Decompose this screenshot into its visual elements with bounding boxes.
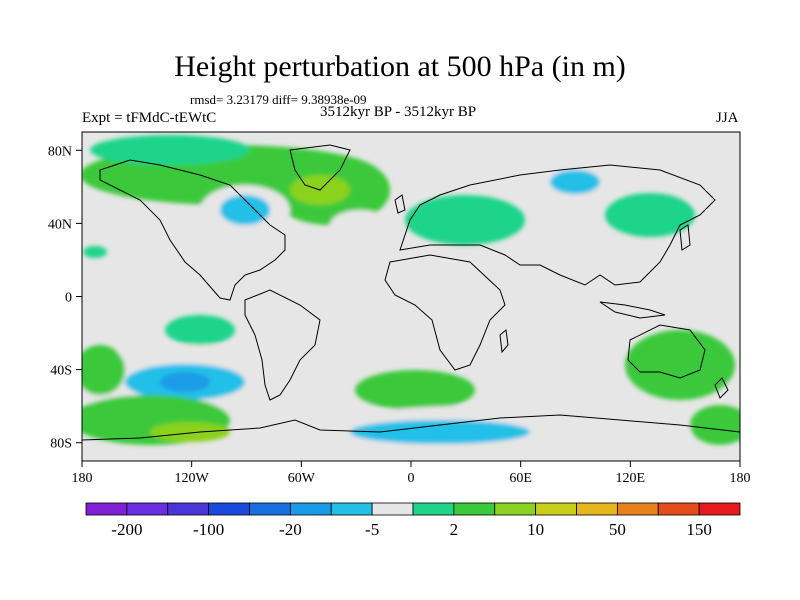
colorbar-swatch bbox=[657, 502, 700, 516]
colorbar-swatch bbox=[616, 502, 659, 516]
stats-text: rmsd= 3.23179 diff= 9.38938e-09 bbox=[190, 92, 367, 107]
colorbar-swatch bbox=[330, 502, 373, 516]
plot-title: Height perturbation at 500 hPa (in m) bbox=[174, 50, 626, 83]
colorbar-swatch bbox=[249, 502, 291, 516]
north-america-coast bbox=[99, 159, 286, 301]
antarctica-coast bbox=[82, 414, 740, 441]
colorbar-swatch bbox=[494, 502, 537, 516]
lon-tick-label: 120E bbox=[616, 471, 646, 486]
australia-coast bbox=[627, 324, 706, 379]
japan-coast bbox=[679, 224, 691, 251]
eurasia-coast bbox=[399, 164, 716, 286]
colorbar-swatch bbox=[167, 502, 210, 516]
anomaly-dateline-positive bbox=[83, 246, 107, 258]
anomaly-europe-positive bbox=[405, 195, 525, 245]
lat-tick-label: 40N bbox=[48, 217, 72, 232]
colorbar-label: -100 bbox=[193, 520, 224, 539]
uk-coast bbox=[394, 194, 406, 214]
colorbar-swatch bbox=[698, 502, 741, 516]
madagascar-coast bbox=[499, 329, 509, 354]
lat-tick-label: 80S bbox=[50, 437, 72, 452]
colorbar-label: -5 bbox=[365, 520, 379, 539]
indonesia-coast bbox=[599, 301, 666, 319]
anomaly-azores-negative bbox=[330, 210, 390, 240]
anomaly-south-atlantic-negative bbox=[385, 320, 455, 360]
colorbar-swatch bbox=[576, 502, 618, 516]
colorbar-label: 150 bbox=[686, 520, 712, 539]
colorbar-label: -200 bbox=[111, 520, 142, 539]
experiment-label: Expt = tFMdC-tEWtC bbox=[82, 110, 217, 126]
season-label: JJA bbox=[716, 110, 739, 126]
africa-coast bbox=[384, 254, 506, 371]
period-label: 3512kyr BP - 3512kyr BP bbox=[320, 104, 477, 120]
lon-tick-label: 120W bbox=[175, 471, 210, 486]
anomaly-southern-ocean-core-west bbox=[150, 422, 230, 442]
lon-tick-label: 180 bbox=[72, 471, 93, 486]
anomaly-siberia-core bbox=[550, 170, 600, 194]
south-america-coast bbox=[244, 289, 321, 401]
lon-tick-label: 0 bbox=[408, 471, 415, 486]
latitude-axis: 80N 40N 0 40S 80S bbox=[48, 144, 82, 452]
colorbar-swatch bbox=[85, 502, 128, 516]
anomaly-south-pacific-deep bbox=[160, 372, 210, 392]
anomaly-central-asia-negative bbox=[517, 248, 553, 268]
anomaly-south-atlantic-positive bbox=[355, 370, 475, 410]
colorbar-swatch bbox=[126, 502, 169, 516]
anomaly-alaska-negative bbox=[685, 170, 740, 210]
colorbar-label: 50 bbox=[609, 520, 626, 539]
anomaly-east-pacific-positive bbox=[165, 315, 235, 345]
anomaly-field bbox=[82, 135, 740, 455]
anomaly-pacific-negative bbox=[128, 218, 162, 238]
lat-tick-label: 0 bbox=[65, 291, 72, 306]
new-zealand-coast bbox=[714, 377, 729, 399]
anomaly-arctic-canada-core bbox=[90, 135, 250, 165]
greenland-coast bbox=[289, 144, 351, 191]
colorbar-swatch bbox=[453, 502, 496, 516]
colorbar-swatch bbox=[208, 502, 250, 516]
lat-tick-label: 40S bbox=[50, 364, 72, 379]
anomaly-south-pacific-positive-west bbox=[82, 345, 125, 395]
lat-tick-label: 80N bbox=[48, 144, 72, 159]
colorbar-swatch bbox=[412, 502, 455, 516]
coastlines bbox=[82, 144, 740, 441]
anomaly-antarctic-core bbox=[350, 420, 530, 444]
anomaly-labrador-core bbox=[220, 195, 270, 225]
anomaly-australia-positive bbox=[625, 330, 735, 400]
anomaly-antarctic-positive-east bbox=[690, 405, 740, 445]
colorbar-label: 2 bbox=[450, 520, 459, 539]
lon-tick-label: 60W bbox=[288, 471, 316, 486]
anomaly-pacific-positive bbox=[605, 193, 695, 237]
colorbar-label: 10 bbox=[527, 520, 544, 539]
lon-tick-label: 180 bbox=[730, 471, 751, 486]
colorbar-label: -20 bbox=[279, 520, 302, 539]
colorbar-swatch bbox=[371, 502, 414, 516]
colorbar-swatch bbox=[535, 502, 577, 516]
lon-tick-label: 60E bbox=[509, 471, 532, 486]
anomaly-indian-ocean-negative bbox=[500, 330, 620, 410]
longitude-axis: 180 120W 60W 0 60E 120E 180 bbox=[72, 461, 751, 486]
colorbar-swatch bbox=[289, 502, 332, 516]
